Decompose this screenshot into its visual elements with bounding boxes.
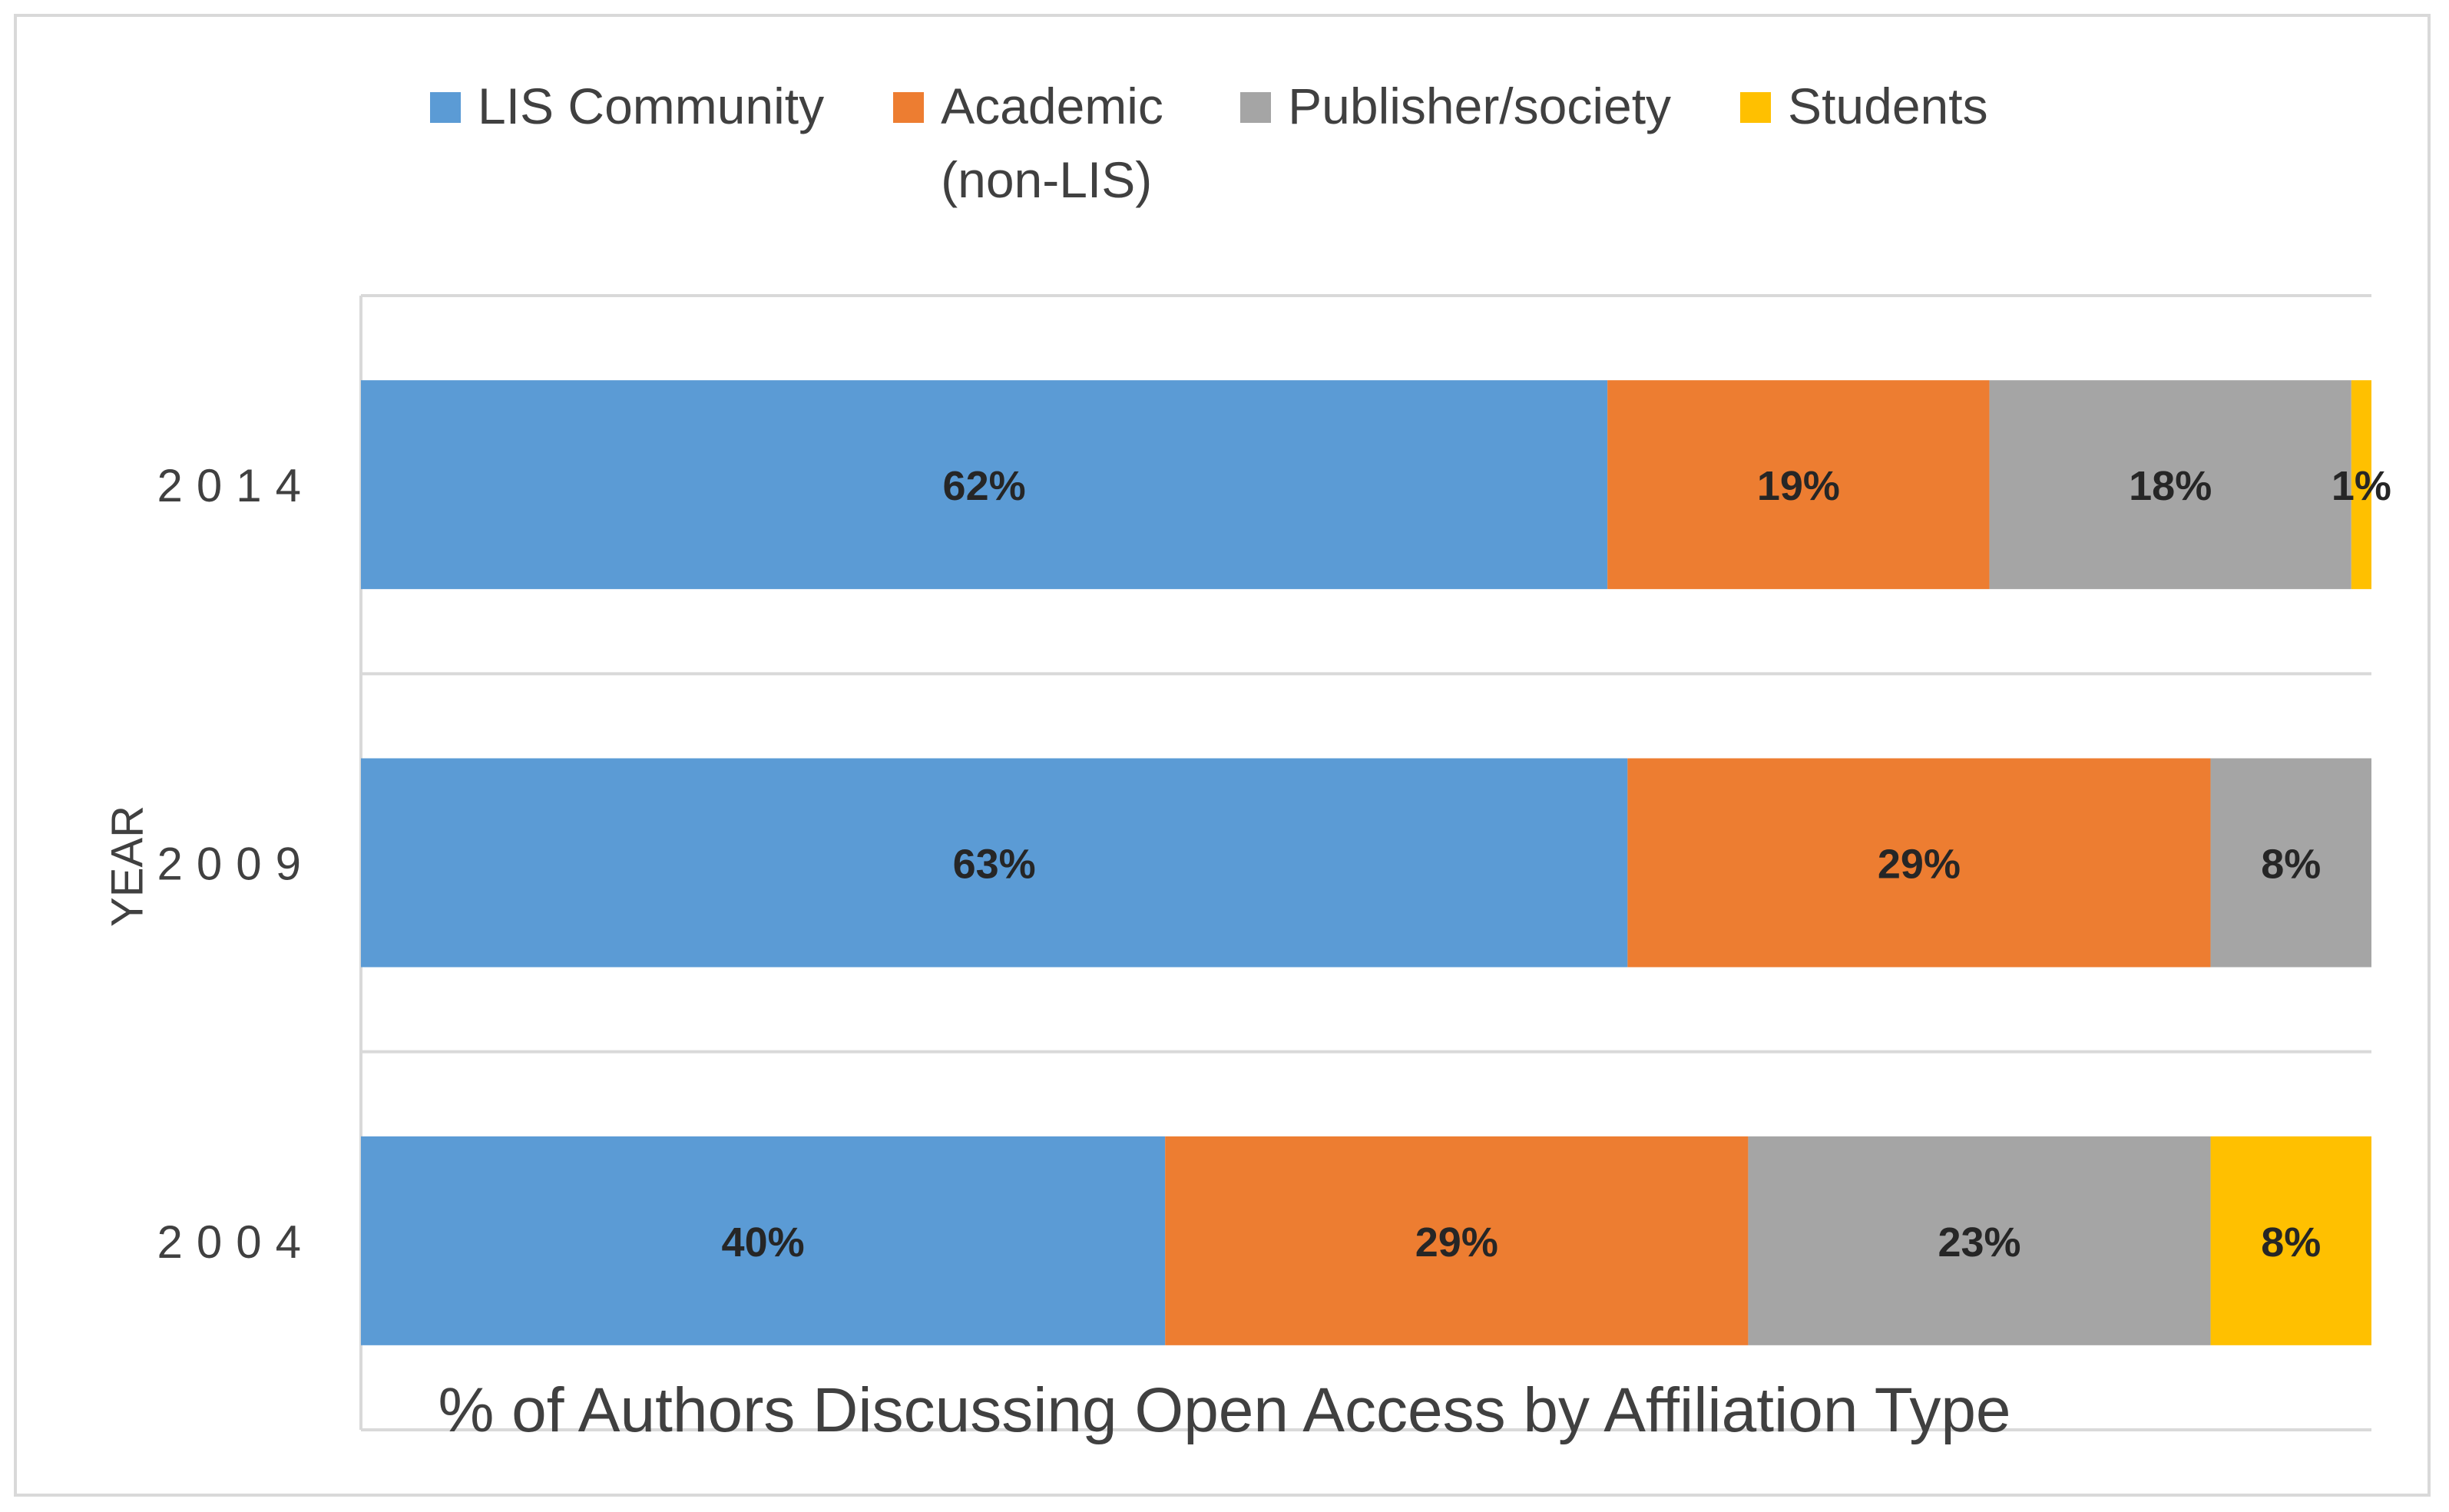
bar-publisher-society-2009: [2210, 758, 2371, 968]
data-label-lis-community-2009: 63%: [953, 842, 1036, 888]
bar-publisher-society-2004: [1748, 1136, 2211, 1345]
legend-label-publisher: Publisher/society: [1288, 78, 1672, 134]
data-label-publisher-society-2014: 18%: [2129, 463, 2212, 509]
x-axis-title: % of Authors Discussing Open Access by A…: [438, 1375, 2011, 1445]
bar-students-2004: [2210, 1136, 2371, 1345]
data-label-academic-non-lis-2004: 29%: [1415, 1219, 1498, 1266]
data-label-academic-non-lis-2009: 29%: [1878, 842, 1961, 888]
legend-swatch-students: [1740, 92, 1772, 123]
legend: LIS Community Academic (non-LIS) Publish…: [430, 69, 1988, 217]
bar-lis-community-2004: [361, 1136, 1166, 1345]
y-tick-label-2014: 2014: [157, 460, 315, 511]
legend-item-students: Students: [1740, 69, 1988, 143]
bar-academic-non-lis-2009: [1627, 758, 2211, 968]
data-label-publisher-society-2004: 23%: [1938, 1219, 2020, 1266]
bar-students-2014: [2351, 380, 2371, 590]
legend-swatch-publisher: [1240, 92, 1272, 123]
data-label-students-2014: 1%: [2332, 463, 2391, 509]
legend-item-publisher: Publisher/society: [1240, 69, 1671, 143]
legend-label-academic: Academic (non-LIS): [941, 78, 1163, 208]
legend-item-lis-community: LIS Community: [430, 69, 824, 143]
data-label-academic-non-lis-2014: 19%: [1757, 463, 1840, 509]
bar-lis-community-2009: [361, 758, 1628, 968]
legend-item-academic: Academic (non-LIS): [893, 69, 1171, 217]
data-label-students-2004: 8%: [2261, 1219, 2321, 1266]
legend-label-students: Students: [1788, 78, 1988, 134]
y-axis-label: YEAR: [102, 806, 153, 927]
legend-label-lis-community: LIS Community: [478, 78, 825, 134]
y-tick-label-2009: 2009: [157, 839, 315, 890]
y-tick-label-2004: 2004: [157, 1216, 315, 1268]
legend-swatch-academic: [893, 92, 925, 123]
bar-academic-non-lis-2004: [1165, 1136, 1749, 1345]
bar-publisher-society-2014: [1989, 380, 2351, 590]
bar-lis-community-2014: [361, 380, 1608, 590]
bar-academic-non-lis-2014: [1607, 380, 1990, 590]
data-label-publisher-society-2009: 8%: [2261, 842, 2321, 888]
legend-swatch-lis-community: [430, 92, 461, 123]
data-label-lis-community-2014: 62%: [943, 463, 1026, 509]
data-label-lis-community-2004: 40%: [722, 1219, 805, 1266]
